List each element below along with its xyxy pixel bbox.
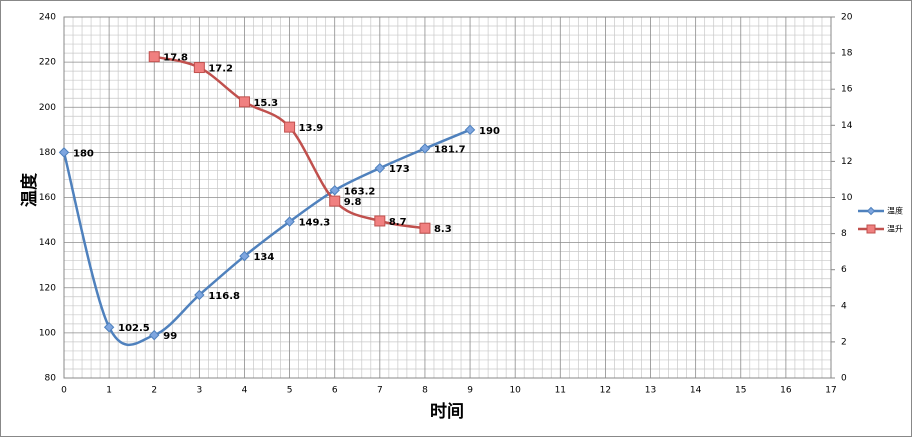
y-tick-label: 200 xyxy=(39,103,56,113)
x-tick-label: 6 xyxy=(332,386,338,396)
y2-tick-label: 14 xyxy=(841,121,853,131)
data-label: 17.2 xyxy=(208,64,233,75)
marker xyxy=(149,329,160,341)
data-label: 13.9 xyxy=(299,123,324,134)
marker xyxy=(58,147,70,158)
x-tick-label: 8 xyxy=(422,386,428,396)
legend-marker xyxy=(866,224,876,234)
y2-tick-label: 0 xyxy=(841,374,847,384)
y2-tick-label: 12 xyxy=(841,157,852,167)
x-tick-label: 10 xyxy=(509,386,521,396)
y2-tick-label: 6 xyxy=(841,265,847,275)
data-label: 8.7 xyxy=(389,217,407,228)
x-tick-label: 11 xyxy=(555,386,566,396)
data-label: 15.3 xyxy=(253,98,278,109)
marker xyxy=(464,124,476,136)
marker xyxy=(329,195,341,207)
x-tick-label: 16 xyxy=(780,386,792,396)
x-tick-label: 3 xyxy=(196,386,202,396)
marker xyxy=(239,250,250,262)
y-tick-label: 120 xyxy=(39,283,56,293)
x-tick-label: 15 xyxy=(735,386,746,396)
data-label: 190 xyxy=(479,126,500,137)
y-tick-label: 140 xyxy=(39,238,56,248)
y-tick-label: 160 xyxy=(39,193,56,203)
data-label: 181.7 xyxy=(434,145,466,156)
x-axis-label: 时间 xyxy=(430,401,464,422)
legend-label: 温度 xyxy=(887,206,903,216)
x-tick-label: 1 xyxy=(106,386,112,396)
x-tick-label: 4 xyxy=(242,386,248,396)
x-tick-label: 9 xyxy=(467,386,473,396)
data-label: 99 xyxy=(163,331,177,342)
y2-tick-label: 8 xyxy=(841,229,847,239)
y-tick-label: 80 xyxy=(45,374,57,384)
marker xyxy=(329,185,340,196)
marker xyxy=(284,216,295,227)
y-tick-label: 180 xyxy=(39,148,56,158)
y-tick-label: 100 xyxy=(39,328,56,338)
data-label: 116.8 xyxy=(208,291,240,302)
marker xyxy=(374,162,386,174)
y2-tick-label: 2 xyxy=(841,337,847,347)
plot-border xyxy=(63,16,832,379)
y-tick-label: 240 xyxy=(39,13,56,23)
y2-tick-label: 4 xyxy=(841,301,847,311)
data-label: 173 xyxy=(389,164,410,175)
data-label: 102.5 xyxy=(118,323,150,334)
marker xyxy=(148,51,160,63)
x-tick-label: 5 xyxy=(287,386,293,396)
x-tick-label: 14 xyxy=(690,386,702,396)
x-tick-label: 12 xyxy=(600,386,611,396)
marker xyxy=(419,222,431,234)
marker xyxy=(284,121,296,133)
data-label: 180 xyxy=(73,148,94,159)
y-axis-label: 温度 xyxy=(19,172,40,207)
x-tick-label: 7 xyxy=(377,386,383,396)
legend-label: 温升 xyxy=(887,225,903,234)
y-tick-label: 220 xyxy=(39,58,56,68)
y2-tick-label: 16 xyxy=(841,85,853,95)
y2-tick-label: 10 xyxy=(841,193,853,203)
legend-marker xyxy=(866,206,876,216)
marker xyxy=(193,62,205,74)
data-label: 17.8 xyxy=(163,53,188,64)
data-label: 149.3 xyxy=(299,218,331,229)
marker xyxy=(194,289,205,301)
data-label: 134 xyxy=(253,252,274,263)
y2-tick-label: 18 xyxy=(841,49,853,59)
x-tick-label: 2 xyxy=(151,386,157,396)
marker xyxy=(374,215,386,227)
marker xyxy=(238,96,250,108)
marker xyxy=(419,143,431,154)
marker xyxy=(103,322,115,333)
y2-tick-label: 20 xyxy=(841,13,853,23)
data-label: 163.2 xyxy=(344,186,376,197)
x-tick-label: 13 xyxy=(645,386,656,396)
data-label: 9.8 xyxy=(344,197,362,208)
x-tick-label: 0 xyxy=(61,386,67,396)
x-tick-label: 17 xyxy=(825,386,836,396)
data-label: 8.3 xyxy=(434,224,452,235)
